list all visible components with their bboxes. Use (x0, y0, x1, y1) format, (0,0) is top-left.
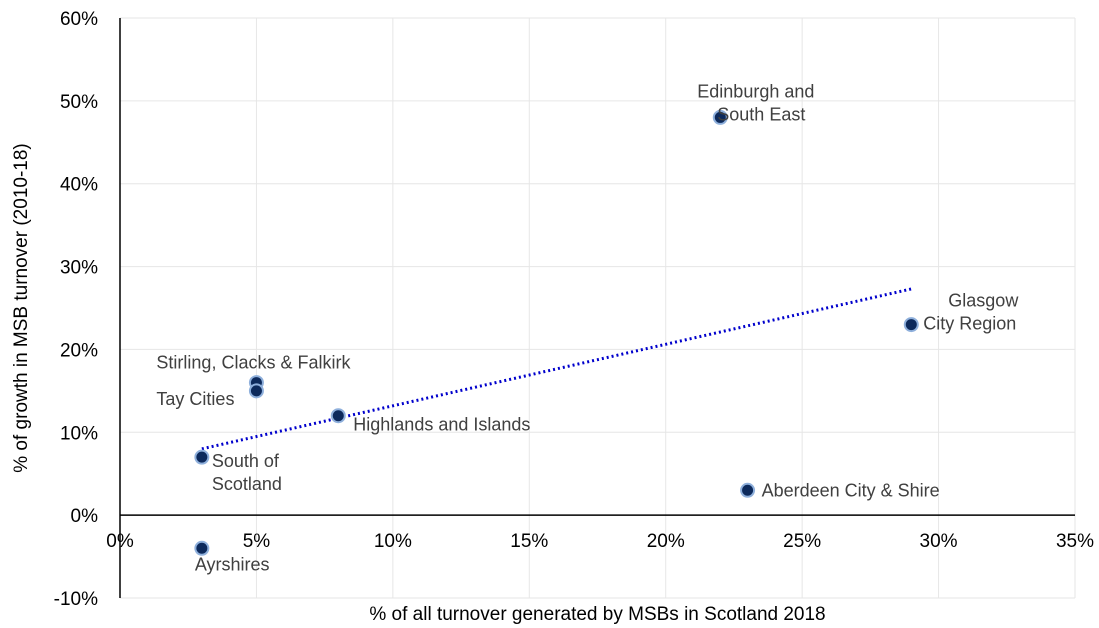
y-tick-label: 10% (60, 423, 98, 444)
y-tick-label: 0% (71, 506, 99, 527)
data-label: Ayrshires (195, 554, 270, 574)
trendline-group (201, 287, 912, 451)
y-tick-label: 40% (60, 175, 98, 196)
data-point (194, 540, 210, 556)
y-tick-label: -10% (54, 589, 98, 610)
data-label: Tay Cities (156, 389, 234, 409)
x-axis-title: % of all turnover generated by MSBs in S… (369, 604, 825, 625)
x-tick-label: 0% (106, 531, 134, 552)
y-tick-label: 20% (60, 340, 98, 361)
data-label: Edinburgh and South East (697, 81, 814, 124)
y-tick-label: 60% (60, 9, 98, 30)
x-tick-label: 20% (647, 531, 685, 552)
tick-labels: 0% 5% 10% 15% 20% 25% 30% 35% -10% 0% 10% 20% 30% 40%… (54, 9, 1094, 610)
x-tick-label: 35% (1056, 531, 1094, 552)
data-point (740, 482, 756, 498)
x-tick-label: 25% (783, 531, 821, 552)
data-label: Glasgow City Region (923, 291, 1019, 334)
data-point (330, 408, 346, 424)
data-point (248, 383, 264, 399)
data-label: South of Scotland (212, 451, 282, 494)
y-axis-title: % of growth in MSB turnover (2010-18) (11, 143, 32, 473)
data-labels: Edinburgh and South East Glasgow City Regio… (156, 81, 1019, 574)
axes (119, 18, 1075, 598)
x-tick-label: 10% (374, 531, 412, 552)
data-points (194, 109, 919, 556)
y-tick-label: 50% (60, 92, 98, 113)
data-point (712, 109, 728, 125)
data-label: Stirling, Clacks & Falkirk (156, 353, 351, 373)
data-label: Aberdeen City & Shire (762, 480, 940, 500)
gridlines (120, 17, 1076, 599)
y-tick-label: 30% (60, 258, 98, 279)
x-tick-label: 15% (510, 531, 548, 552)
x-tick-label: 5% (243, 531, 271, 552)
data-label: Highlands and Islands (353, 415, 530, 435)
data-point (194, 449, 210, 465)
trendline (201, 287, 912, 451)
data-point (903, 317, 919, 333)
x-tick-label: 30% (920, 531, 958, 552)
